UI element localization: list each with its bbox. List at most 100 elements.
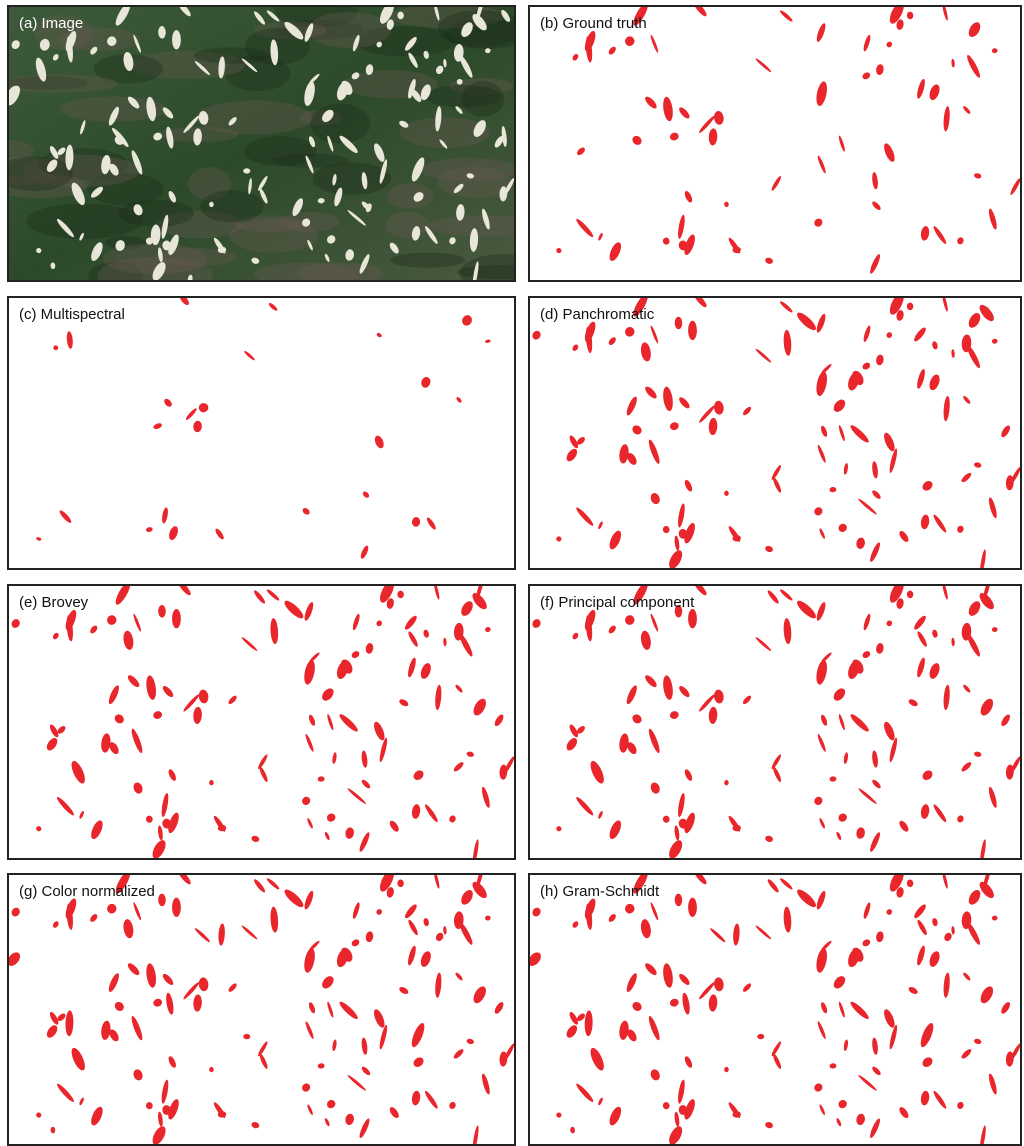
landslide-region xyxy=(683,768,693,782)
landslide-region xyxy=(376,332,383,338)
landslide-region xyxy=(816,444,827,463)
landslide-region xyxy=(107,684,121,705)
landslide-region xyxy=(378,1024,388,1050)
landslide-region xyxy=(956,1101,965,1110)
landslide-region xyxy=(575,796,595,817)
landslide-region xyxy=(688,609,697,628)
landslide-region xyxy=(411,804,421,820)
landslide-region xyxy=(795,310,819,333)
landslide-region xyxy=(623,614,636,627)
landslide-region xyxy=(677,1079,686,1104)
landslide-region xyxy=(318,776,325,782)
landslide-region xyxy=(52,344,59,351)
landslide-region xyxy=(332,1039,338,1051)
landslide-region xyxy=(132,613,142,632)
landslide-region xyxy=(194,927,211,943)
landslide-region xyxy=(764,257,773,265)
landslide-region xyxy=(861,71,871,81)
landslide-region xyxy=(713,400,724,415)
landslide-region xyxy=(122,630,135,651)
landslide-region xyxy=(898,819,911,833)
landslide-region xyxy=(209,780,214,785)
landslide-region xyxy=(570,1127,575,1134)
landslide-region xyxy=(52,632,60,641)
panel-label: (d) Panchromatic xyxy=(540,306,654,323)
landslide-region xyxy=(227,982,238,993)
landslide-region xyxy=(607,913,617,923)
landslide-region xyxy=(928,662,942,680)
landslide-region xyxy=(178,298,190,307)
landslide-region xyxy=(172,609,181,628)
landslide-region xyxy=(920,514,930,530)
landslide-region xyxy=(425,516,437,530)
landslide-region xyxy=(258,766,269,783)
landslide-region xyxy=(198,977,209,992)
landslide-region xyxy=(69,759,88,785)
landslide-region xyxy=(713,110,724,125)
landslide-region xyxy=(818,528,826,540)
landslide-region xyxy=(338,1000,360,1021)
landslide-region xyxy=(251,835,260,843)
figure-panel: (f) Principal component xyxy=(528,584,1022,860)
landslide-region xyxy=(662,96,674,122)
landslide-region xyxy=(167,525,179,541)
landslide-region xyxy=(130,728,145,754)
landslide-region xyxy=(987,497,998,519)
landslide-region xyxy=(132,1068,144,1082)
landslide-region xyxy=(158,894,166,907)
landslide-region xyxy=(198,403,209,413)
landslide-region xyxy=(455,396,462,403)
landslide-region xyxy=(623,325,636,338)
landslide-region xyxy=(631,1000,644,1013)
landslide-region xyxy=(571,343,579,352)
landslide-region xyxy=(448,1101,457,1110)
landslide-region xyxy=(113,586,133,606)
landslide-region xyxy=(89,913,99,923)
landslide-region xyxy=(928,373,942,391)
landslide-region xyxy=(987,786,998,808)
landslide-region xyxy=(871,750,878,768)
landslide-region xyxy=(692,7,708,18)
landslide-region xyxy=(326,1001,334,1018)
landslide-region xyxy=(607,624,617,634)
landslide-region xyxy=(419,662,433,680)
landslide-region xyxy=(871,172,878,190)
landslide-region xyxy=(956,525,965,534)
landslide-region xyxy=(282,887,306,910)
landslide-region xyxy=(941,298,948,312)
landslide-region xyxy=(943,106,951,132)
landslide-region xyxy=(835,831,842,840)
landslide-region xyxy=(861,938,871,948)
landslide-region xyxy=(779,300,794,314)
landslide-region xyxy=(352,613,361,631)
landslide-region xyxy=(888,1024,898,1050)
landslide-region xyxy=(320,686,336,703)
landslide-region xyxy=(130,1015,145,1041)
landslide-region xyxy=(708,418,718,436)
landslide-region xyxy=(649,492,661,506)
landslide-region xyxy=(713,977,724,992)
landslide-region xyxy=(443,638,447,647)
landslide-region xyxy=(100,1020,111,1040)
landslide-region xyxy=(683,1055,693,1069)
landslide-region xyxy=(916,630,928,647)
landslide-region xyxy=(978,984,996,1005)
figure-panel: (b) Ground truth xyxy=(528,5,1022,282)
landslide-region xyxy=(882,720,897,741)
landslide-region xyxy=(407,630,419,647)
landslide-region xyxy=(820,1002,829,1015)
landslide-region xyxy=(838,425,846,442)
landslide-region xyxy=(831,686,847,703)
landslide-region xyxy=(320,974,336,991)
landslide-region xyxy=(480,786,491,808)
landslide-region xyxy=(160,793,169,818)
landslide-region xyxy=(625,684,639,705)
landslide-region xyxy=(358,831,371,853)
landslide-region xyxy=(688,321,697,340)
landslide-region xyxy=(9,950,23,968)
landslide-region xyxy=(452,1048,465,1060)
landslide-region xyxy=(358,1117,371,1139)
landslide-region xyxy=(647,728,662,754)
landslide-region xyxy=(607,1105,623,1127)
landslide-region xyxy=(675,894,683,907)
